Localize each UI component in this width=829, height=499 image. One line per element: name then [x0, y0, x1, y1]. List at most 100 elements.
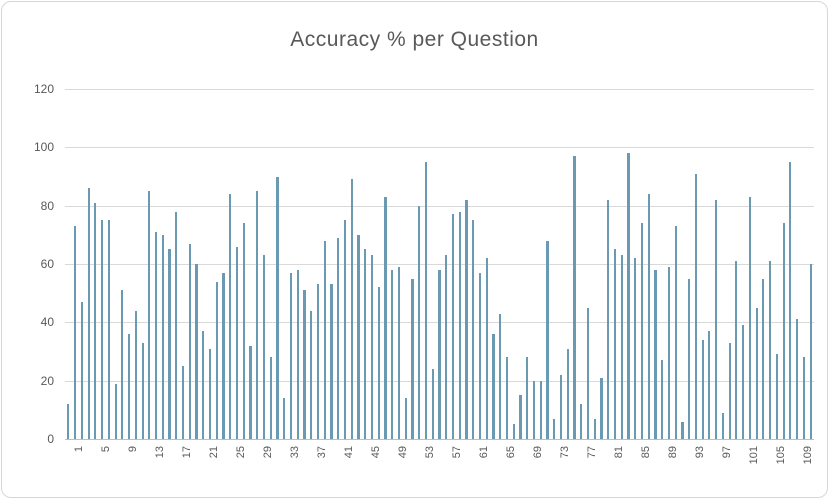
bar-q61	[472, 220, 475, 439]
bar-q71	[539, 380, 542, 439]
x-axis-label-61: 61	[477, 446, 490, 459]
bar-q64	[492, 334, 495, 439]
bar-q45	[364, 249, 367, 439]
bar-q67	[512, 424, 515, 439]
bar-q31	[269, 357, 272, 439]
bar-q101	[742, 325, 745, 439]
bar-q49	[391, 269, 394, 439]
bar-q74	[559, 374, 563, 439]
bar-q87	[647, 194, 650, 439]
bar-q85	[634, 258, 637, 439]
gridline	[65, 264, 814, 265]
x-axis-label-45: 45	[369, 446, 382, 459]
bar-q80	[600, 377, 603, 439]
bar-q58	[451, 214, 455, 439]
bar-q43	[350, 179, 353, 439]
bar-q24	[222, 272, 225, 439]
bar-q13	[148, 191, 151, 439]
bar-q105	[769, 261, 772, 439]
bar-q52	[411, 278, 414, 439]
bar-q111	[809, 264, 812, 439]
bar-q77	[580, 404, 583, 439]
x-axis-label-49: 49	[396, 446, 409, 459]
bar-q1	[67, 404, 70, 439]
bar-q94	[694, 173, 697, 439]
bar-q83	[620, 255, 623, 439]
bar-q12	[141, 342, 144, 439]
bar-q104	[762, 278, 765, 439]
bar-q72	[546, 240, 549, 439]
bar-q93	[688, 278, 691, 439]
bar-q60	[465, 199, 468, 439]
x-axis-label-25: 25	[234, 446, 247, 459]
x-axis-label-101: 101	[747, 446, 760, 465]
bar-q86	[640, 223, 644, 439]
x-axis-label-33: 33	[288, 446, 301, 459]
x-axis-line	[65, 439, 814, 440]
x-axis-label-77: 77	[585, 446, 598, 459]
bar-q33	[283, 398, 286, 439]
bar-q18	[181, 366, 185, 439]
bar-q35	[296, 269, 299, 439]
x-axis-label-97: 97	[720, 446, 733, 459]
bar-q11	[134, 310, 137, 439]
bar-q41	[337, 237, 340, 439]
bar-q66	[505, 357, 509, 439]
bar-q107	[782, 223, 785, 439]
bar-q22	[208, 348, 212, 439]
bar-q73	[553, 418, 556, 439]
x-axis-label-5: 5	[99, 446, 112, 453]
bar-q79	[593, 418, 596, 439]
bar-q68	[519, 395, 522, 439]
bar-q30	[262, 255, 266, 439]
x-axis-label-29: 29	[261, 446, 274, 459]
chart-title: Accuracy % per Question	[290, 28, 539, 51]
bar-q10	[128, 334, 131, 439]
bar-q92	[681, 421, 684, 439]
bar-q42	[343, 220, 347, 439]
bar-q23	[215, 281, 218, 439]
x-axis-label-69: 69	[531, 446, 544, 459]
bar-q99	[728, 342, 731, 439]
bar-q36	[303, 290, 306, 439]
bar-q38	[316, 284, 320, 439]
x-axis-label-13: 13	[153, 446, 166, 459]
x-axis-label-85: 85	[639, 446, 652, 459]
bar-q63	[485, 258, 488, 439]
x-axis-label-81: 81	[612, 446, 625, 459]
bar-q54	[424, 161, 428, 439]
y-axis-label-40: 40	[40, 315, 54, 330]
bar-q69	[526, 357, 529, 439]
x-axis-label-41: 41	[342, 446, 355, 459]
bar-q75	[566, 348, 569, 439]
bar-q110	[802, 357, 805, 439]
bar-q28	[249, 345, 252, 439]
bar-q16	[168, 249, 171, 439]
bar-q15	[161, 234, 164, 439]
bar-q17	[175, 211, 178, 439]
y-axis-label-60: 60	[40, 257, 54, 271]
plot-area	[65, 89, 814, 440]
bar-q14	[154, 231, 158, 439]
bar-q90	[667, 266, 670, 439]
bar-q3	[80, 301, 83, 439]
bar-q34	[289, 272, 293, 439]
bar-q76	[573, 156, 576, 439]
x-axis-label-17: 17	[180, 446, 193, 459]
gridline	[65, 89, 814, 90]
x-axis-label-105: 105	[774, 446, 787, 465]
x-axis-label-57: 57	[450, 446, 463, 459]
x-axis-label-109: 109	[801, 446, 814, 465]
y-axis-label-120: 120	[33, 82, 54, 96]
y-axis-label-100: 100	[33, 140, 54, 155]
bar-q95	[701, 339, 704, 439]
bar-q70	[532, 380, 536, 439]
y-axis-label-20: 20	[40, 373, 54, 388]
bar-q106	[775, 354, 778, 439]
bar-q51	[404, 398, 407, 439]
bar-q88	[654, 269, 657, 439]
gridline	[65, 205, 814, 207]
bar-q2	[74, 226, 77, 439]
x-axis-label-21: 21	[207, 446, 220, 459]
